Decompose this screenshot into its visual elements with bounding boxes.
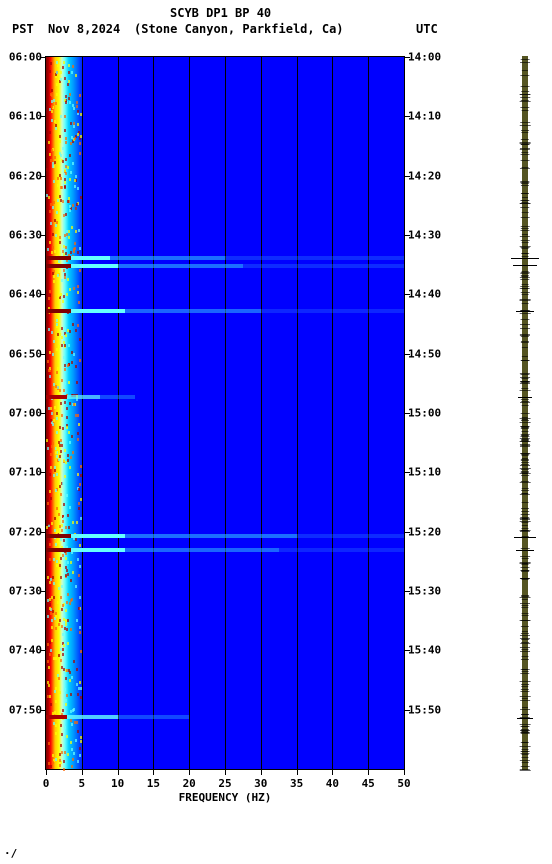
y-tick-label-left: 06:30	[9, 229, 42, 242]
gridline	[332, 57, 333, 769]
x-tick	[82, 769, 83, 775]
y-tick-label-right: 15:10	[408, 466, 441, 479]
x-tick	[404, 769, 405, 775]
x-tick-label: 0	[43, 777, 50, 790]
gridline	[261, 57, 262, 769]
waveform-spike	[513, 265, 537, 266]
x-axis-title: FREQUENCY (HZ)	[179, 791, 272, 804]
x-tick-label: 20	[183, 777, 196, 790]
header-date: Nov 8,2024	[48, 22, 120, 36]
y-tick-label-right: 14:10	[408, 110, 441, 123]
header-location: (Stone Canyon, Parkfield, Ca)	[134, 22, 344, 36]
y-tick-label-left: 06:00	[9, 51, 42, 64]
waveform-strip	[510, 56, 540, 770]
x-tick-label: 35	[290, 777, 303, 790]
footer-mark: ·/	[4, 847, 17, 860]
waveform-spike	[514, 537, 536, 538]
y-tick-label-left: 07:50	[9, 703, 42, 716]
y-tick-label-right: 15:40	[408, 644, 441, 657]
x-tick-label: 50	[397, 777, 410, 790]
gridline	[153, 57, 154, 769]
y-tick-label-right: 14:20	[408, 169, 441, 182]
y-tick-label-right: 14:00	[408, 51, 441, 64]
x-tick-label: 15	[147, 777, 160, 790]
y-tick-label-left: 07:00	[9, 407, 42, 420]
event-band	[46, 395, 404, 399]
y-tick-label-left: 07:10	[9, 466, 42, 479]
x-tick	[261, 769, 262, 775]
y-tick-label-right: 15:30	[408, 585, 441, 598]
x-tick-label: 10	[111, 777, 124, 790]
y-tick-label-right: 15:00	[408, 407, 441, 420]
y-tick-label-left: 06:10	[9, 110, 42, 123]
chart-title-instrument: SCYB DP1 BP 40	[170, 6, 271, 20]
x-tick	[189, 769, 190, 775]
event-band	[46, 715, 404, 719]
event-band	[46, 309, 404, 313]
spectrogram-plot: FREQUENCY (HZ) 0510152025303540455006:00…	[45, 56, 405, 770]
y-tick-label-right: 14:30	[408, 229, 441, 242]
header-tz-right: UTC	[416, 22, 438, 36]
gridline	[189, 57, 190, 769]
x-tick	[297, 769, 298, 775]
x-tick	[225, 769, 226, 775]
y-tick-label-left: 06:20	[9, 169, 42, 182]
gridline	[82, 57, 83, 769]
x-tick	[118, 769, 119, 775]
y-tick-label-right: 14:50	[408, 347, 441, 360]
y-tick-label-right: 14:40	[408, 288, 441, 301]
x-tick	[368, 769, 369, 775]
waveform-spike	[516, 311, 534, 312]
x-tick-label: 30	[254, 777, 267, 790]
y-tick-label-left: 06:50	[9, 347, 42, 360]
event-band	[46, 264, 404, 268]
y-tick-label-left: 07:20	[9, 525, 42, 538]
header-tz-left: PST	[12, 22, 34, 36]
gridline	[225, 57, 226, 769]
y-tick-label-left: 07:30	[9, 585, 42, 598]
y-tick-label-left: 07:40	[9, 644, 42, 657]
gridline	[118, 57, 119, 769]
event-band	[46, 534, 404, 538]
gridline	[368, 57, 369, 769]
spectrogram-low-freq-energy	[46, 57, 84, 769]
event-band	[46, 548, 404, 552]
y-tick-label-left: 06:40	[9, 288, 42, 301]
x-tick-label: 40	[326, 777, 339, 790]
y-tick-label-right: 15:50	[408, 703, 441, 716]
x-tick-label: 25	[218, 777, 231, 790]
x-tick-label: 45	[362, 777, 375, 790]
x-tick	[46, 769, 47, 775]
gridline	[297, 57, 298, 769]
x-tick	[153, 769, 154, 775]
event-band	[46, 256, 404, 260]
x-tick	[332, 769, 333, 775]
x-tick-label: 5	[78, 777, 85, 790]
y-tick-label-right: 15:20	[408, 525, 441, 538]
